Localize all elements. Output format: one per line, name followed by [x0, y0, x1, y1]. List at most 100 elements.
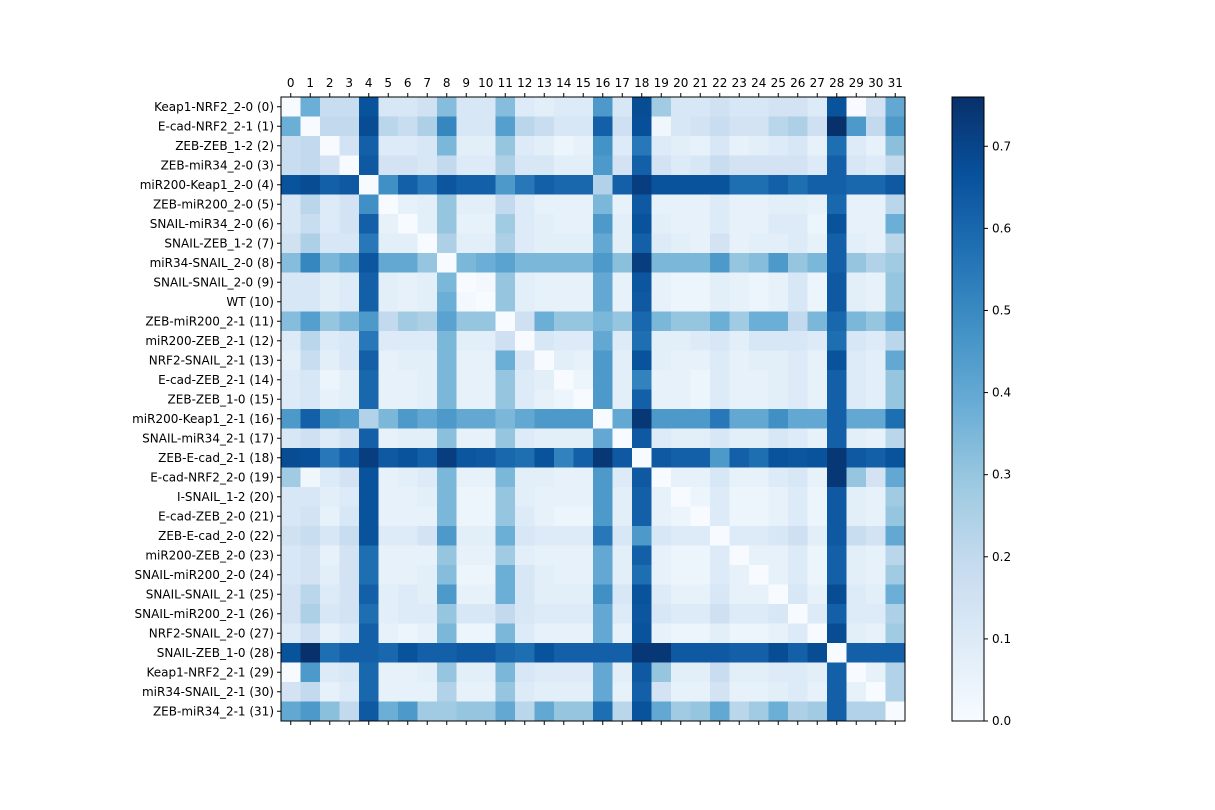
heatmap-cell — [749, 409, 769, 429]
heatmap-cell — [437, 272, 457, 293]
heatmap-cell — [437, 116, 457, 137]
heatmap-cell — [827, 428, 847, 449]
heatmap-cell — [476, 97, 496, 117]
heatmap-cell — [788, 97, 808, 117]
heatmap-cell — [710, 194, 730, 215]
heatmap-cell — [476, 467, 496, 488]
heatmap-cell — [320, 467, 340, 488]
heatmap-cell — [671, 233, 691, 254]
heatmap-cell — [320, 584, 340, 605]
heatmap-cell — [573, 272, 594, 293]
heatmap-cell — [593, 155, 613, 176]
heatmap-cell — [573, 350, 594, 371]
heatmap-cell — [359, 214, 379, 234]
heatmap-cell — [612, 292, 633, 312]
heatmap-cell — [495, 370, 516, 390]
heatmap-cell — [515, 194, 535, 215]
heatmap-cell — [710, 487, 730, 507]
x-tick-label: 6 — [404, 76, 412, 90]
heatmap-cell — [339, 136, 360, 156]
heatmap-cell — [554, 116, 574, 137]
heatmap-cell — [710, 428, 730, 449]
heatmap-cell — [534, 253, 555, 273]
heatmap-cell — [320, 662, 340, 683]
heatmap-cell — [495, 584, 516, 605]
heatmap-cell — [807, 682, 828, 702]
heatmap-cell — [320, 214, 340, 234]
heatmap-cell — [378, 565, 399, 585]
heatmap-cell — [437, 565, 457, 585]
heatmap-cell — [339, 370, 360, 390]
heatmap-cell — [710, 116, 730, 137]
heatmap-cell — [300, 214, 321, 234]
heatmap-cell — [378, 623, 399, 644]
heatmap-cell — [573, 604, 594, 624]
heatmap-cell — [612, 448, 633, 468]
heatmap-cell — [476, 487, 496, 507]
heatmap-cell — [612, 311, 633, 332]
heatmap-cell — [300, 409, 321, 429]
y-tick-label: WT (10) — [226, 295, 274, 309]
heatmap-cell — [515, 331, 535, 351]
heatmap-cell — [807, 311, 828, 332]
heatmap-cell — [710, 682, 730, 702]
heatmap-cell — [378, 116, 399, 137]
heatmap-cell — [671, 682, 691, 702]
heatmap-cell — [437, 428, 457, 449]
heatmap-cell — [827, 350, 847, 371]
heatmap-cell — [671, 409, 691, 429]
y-tick-label: Keap1-NRF2_2-0 (0) — [154, 100, 274, 114]
heatmap-cell — [671, 155, 691, 176]
heatmap-cell — [729, 370, 750, 390]
y-tick-label: ZEB-miR34_2-1 (31) — [153, 704, 274, 718]
heatmap-cell — [846, 214, 867, 234]
heatmap-cell — [788, 565, 808, 585]
heatmap-cell — [788, 331, 808, 351]
heatmap-cell — [359, 428, 379, 449]
heatmap-cell — [827, 253, 847, 273]
heatmap-cell — [437, 233, 457, 254]
heatmap-cell — [476, 292, 496, 312]
heatmap-cell — [593, 272, 613, 293]
heatmap-cell — [359, 233, 379, 254]
heatmap-cell — [593, 506, 613, 527]
heatmap-cell — [534, 545, 555, 566]
heatmap-cell — [281, 506, 301, 527]
heatmap-cell — [671, 311, 691, 332]
heatmap-cell — [632, 233, 652, 254]
heatmap-cell — [417, 545, 438, 566]
heatmap-cell — [300, 233, 321, 254]
heatmap-cell — [300, 272, 321, 293]
heatmap-cell — [398, 350, 418, 371]
heatmap-cell — [359, 584, 379, 605]
heatmap-cell — [437, 331, 457, 351]
heatmap-cell — [710, 97, 730, 117]
heatmap-cell — [866, 526, 886, 546]
heatmap-cell — [788, 662, 808, 683]
heatmap-cell — [710, 701, 730, 722]
y-tick-label: ZEB-miR34_2-0 (3) — [161, 158, 274, 172]
heatmap-cell — [554, 506, 574, 527]
heatmap-cell — [749, 623, 769, 644]
heatmap-cell — [651, 155, 672, 176]
heatmap-cell — [612, 331, 633, 351]
heatmap-cell — [827, 311, 847, 332]
heatmap-cell — [515, 545, 535, 566]
heatmap-cell — [885, 409, 906, 429]
heatmap-cell — [339, 194, 360, 215]
heatmap-cell — [690, 292, 711, 312]
heatmap-cell — [788, 155, 808, 176]
heatmap-cell — [359, 643, 379, 663]
heatmap-cell — [866, 194, 886, 215]
heatmap-cell — [359, 701, 379, 722]
heatmap-frame — [280, 96, 906, 722]
heatmap-cell — [729, 467, 750, 488]
heatmap-cell — [866, 136, 886, 156]
heatmap-cell — [612, 565, 633, 585]
heatmap-cell — [690, 97, 711, 117]
heatmap-cell — [339, 584, 360, 605]
heatmap-cell — [495, 662, 516, 683]
y-tick-label: NRF2-SNAIL_2-0 (27) — [149, 626, 274, 640]
heatmap-cell — [866, 409, 886, 429]
heatmap-cell — [476, 253, 496, 273]
